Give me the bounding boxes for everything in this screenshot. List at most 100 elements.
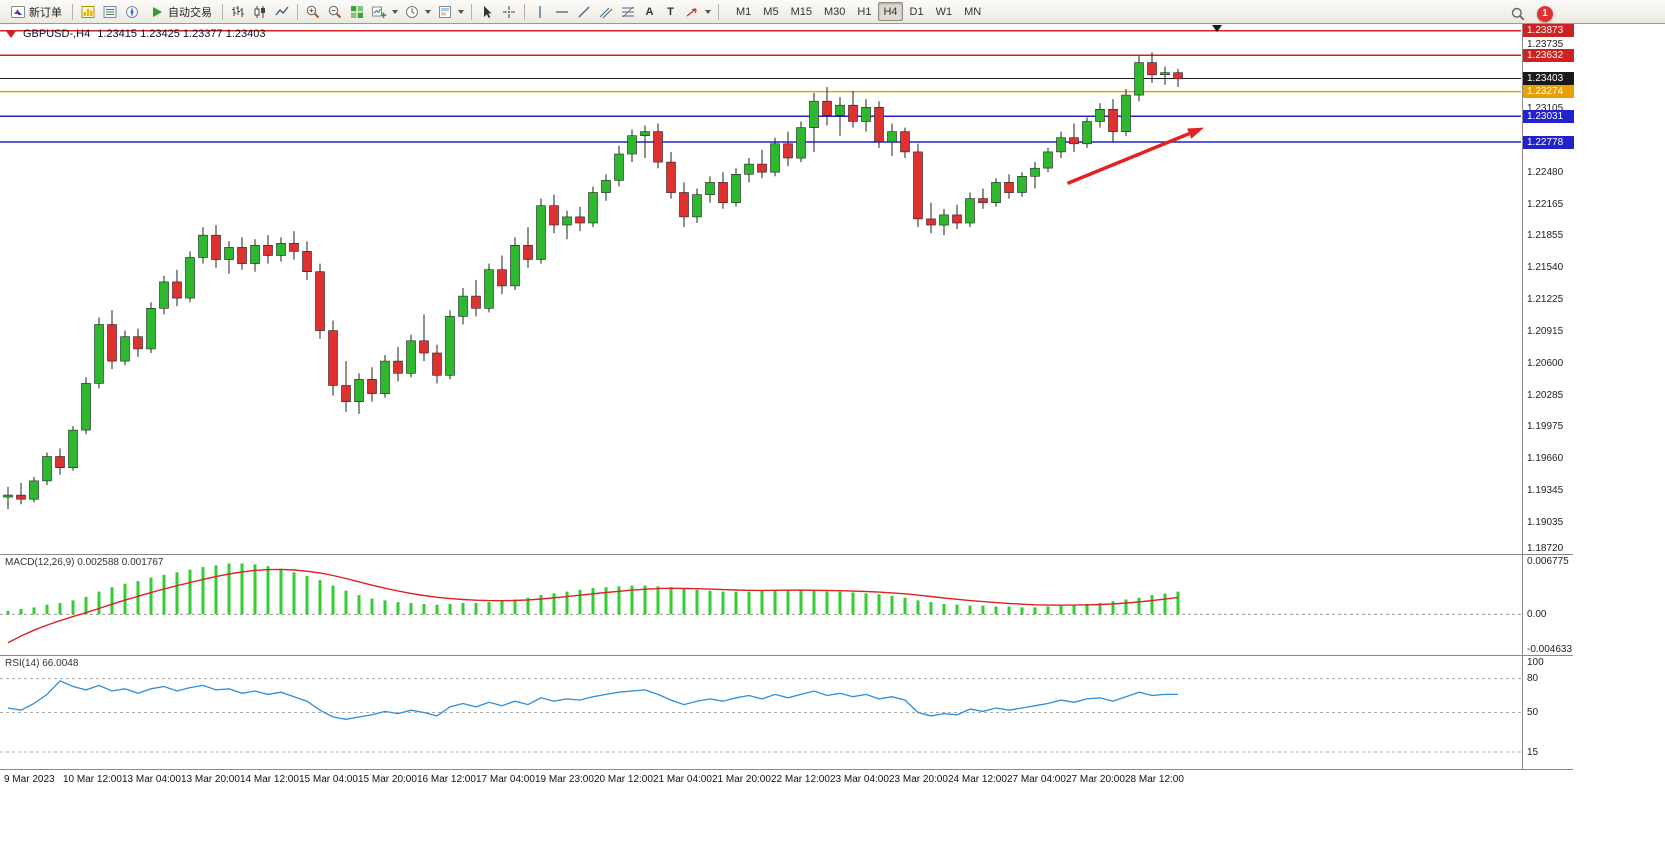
time-label: 15 Mar 04:00 — [299, 774, 358, 785]
time-label: 20 Mar 12:00 — [594, 774, 653, 785]
bar-chart-button[interactable] — [227, 1, 249, 22]
dropdown-caret-icon — [425, 9, 431, 14]
candlestick-chart-button[interactable] — [249, 1, 271, 22]
axis-tick: 100 — [1527, 657, 1544, 668]
axis-tick: 1.21855 — [1527, 230, 1564, 242]
axis-tick: 50 — [1527, 707, 1539, 718]
channel-icon — [598, 4, 614, 20]
timeframe-m30-button[interactable]: M30 — [819, 2, 850, 21]
axis-tick: 0.006775 — [1527, 556, 1569, 567]
timeframe-group: M1 M5 M15 M30 H1 H4 D1 W1 MN — [731, 2, 986, 21]
vertical-line-button[interactable] — [529, 1, 551, 22]
market-watch-button[interactable] — [99, 1, 121, 22]
rsi-panel: RSI(14) 66.0048 100 80 50 15 — [0, 656, 1573, 770]
timeframe-m1-button[interactable]: M1 — [731, 2, 756, 21]
axis-tick: 15 — [1527, 746, 1539, 758]
price-axis[interactable]: 1.23735 1.23105 1.22480 1.22165 1.21855 1.215… — [1522, 24, 1574, 554]
timeframe-w1-button[interactable]: W1 — [931, 2, 958, 21]
time-label: 10 Mar 12:00 — [63, 774, 122, 785]
rsi-canvas[interactable] — [0, 656, 1521, 769]
charts-profile-button[interactable] — [77, 1, 99, 22]
time-axis[interactable]: 9 Mar 2023 10 Mar 12:00 13 Mar 04:00 13 Mar… — [0, 770, 1573, 790]
timeframe-h1-button[interactable]: H1 — [852, 2, 876, 21]
time-label: 21 Mar 04:00 — [653, 774, 712, 785]
notification-badge[interactable]: 1 — [1537, 5, 1553, 22]
macd-signal-line — [7, 568, 1179, 644]
search-button[interactable] — [1507, 3, 1529, 24]
toolbar-separator — [222, 3, 223, 20]
new-order-button[interactable]: 新订单 — [4, 1, 68, 22]
time-label: 23 Mar 04:00 — [830, 774, 889, 785]
timeframe-m5-button[interactable]: M5 — [758, 2, 783, 21]
time-label: 9 Mar 2023 — [4, 774, 55, 785]
time-label: 23 Mar 20:00 — [889, 774, 948, 785]
autotrading-play-icon — [149, 4, 165, 20]
axis-tick: 1.23105 — [1527, 103, 1564, 115]
time-label: 22 Mar 12:00 — [771, 774, 830, 785]
rsi-axis[interactable]: 100 80 50 15 — [1522, 656, 1573, 769]
time-label: 13 Mar 04:00 — [122, 774, 181, 785]
timeframe-d1-button[interactable]: D1 — [905, 2, 929, 21]
zoom-out-icon — [327, 4, 343, 20]
zoom-out-button[interactable] — [324, 1, 346, 22]
crosshair-button[interactable] — [498, 1, 520, 22]
toolbar-separator — [297, 3, 298, 20]
new-chart-icon — [371, 4, 387, 20]
time-label: 27 Mar 04:00 — [1007, 774, 1066, 785]
search-icon — [1510, 6, 1526, 22]
axis-tick: 80 — [1527, 673, 1539, 685]
tile-windows-button[interactable] — [346, 1, 368, 22]
price-line-badge: 1.22778 — [1523, 135, 1574, 149]
axis-tick: 1.19660 — [1527, 453, 1564, 465]
text-tool-icon: A — [645, 5, 654, 18]
periods-button[interactable] — [401, 1, 434, 22]
navigator-button[interactable] — [121, 1, 143, 22]
price-line-badge: 1.23274 — [1523, 85, 1574, 99]
cursor-button[interactable] — [476, 1, 498, 22]
axis-tick: 1.19345 — [1527, 485, 1564, 496]
fibonacci-button[interactable] — [617, 1, 639, 22]
clock-icon — [404, 4, 420, 20]
mt4-terminal: 新订单 自动交易 — [0, 0, 1665, 790]
horizontal-line-icon — [554, 4, 570, 20]
axis-tick: 1.20600 — [1527, 357, 1564, 369]
line-chart-button[interactable] — [271, 1, 293, 22]
time-label: 13 Mar 20:00 — [181, 774, 240, 785]
axis-tick: 0.00 — [1527, 608, 1547, 620]
axis-tick: -0.004633 — [1527, 644, 1573, 655]
chart-shift-marker[interactable] — [1212, 25, 1222, 32]
timeframe-h4-button[interactable]: H4 — [878, 2, 903, 21]
axis-tick: 1.21225 — [1527, 294, 1564, 306]
timeframe-mn-button[interactable]: MN — [959, 2, 986, 21]
text-tool-button[interactable]: A — [639, 1, 660, 22]
main-toolbar: 新订单 自动交易 — [0, 0, 1665, 24]
axis-tick: 1.22480 — [1527, 166, 1564, 178]
price-chart-canvas[interactable] — [0, 24, 1521, 554]
crosshair-icon — [501, 4, 517, 20]
timeframe-m15-button[interactable]: M15 — [786, 2, 817, 21]
tile-windows-icon — [349, 4, 365, 20]
macd-canvas[interactable] — [0, 555, 1521, 655]
navigator-icon — [124, 4, 140, 20]
trendline-button[interactable] — [573, 1, 595, 22]
price-line-badge: 1.23403 — [1523, 72, 1574, 85]
axis-tick: 1.19035 — [1527, 516, 1564, 528]
price-chart-panel: GBPUSD-,H4 1.23415 1.23425 1.23377 1.234… — [0, 24, 1574, 555]
price-line-badge: 1.23632 — [1523, 48, 1574, 62]
label-tool-button[interactable]: T — [660, 1, 681, 22]
templates-button[interactable] — [434, 1, 467, 22]
new-chart-button[interactable] — [368, 1, 401, 22]
vertical-line-icon — [532, 4, 548, 20]
time-label: 27 Mar 20:00 — [1066, 774, 1125, 785]
horizontal-line-button[interactable] — [551, 1, 573, 22]
arrow-tools-button[interactable] — [681, 1, 714, 22]
autotrading-button[interactable]: 自动交易 — [143, 1, 218, 22]
macd-label: MACD(12,26,9) 0.002588 0.001767 — [5, 557, 164, 568]
time-label: 24 Mar 12:00 — [948, 774, 1007, 785]
zoom-in-button[interactable] — [302, 1, 324, 22]
equidistant-channel-button[interactable] — [595, 1, 617, 22]
axis-tick: 1.23735 — [1527, 39, 1564, 51]
axis-tick: 1.22165 — [1527, 198, 1564, 210]
macd-axis[interactable]: 0.006775 0.00 -0.004633 — [1522, 555, 1573, 655]
dropdown-caret-icon — [705, 9, 711, 14]
